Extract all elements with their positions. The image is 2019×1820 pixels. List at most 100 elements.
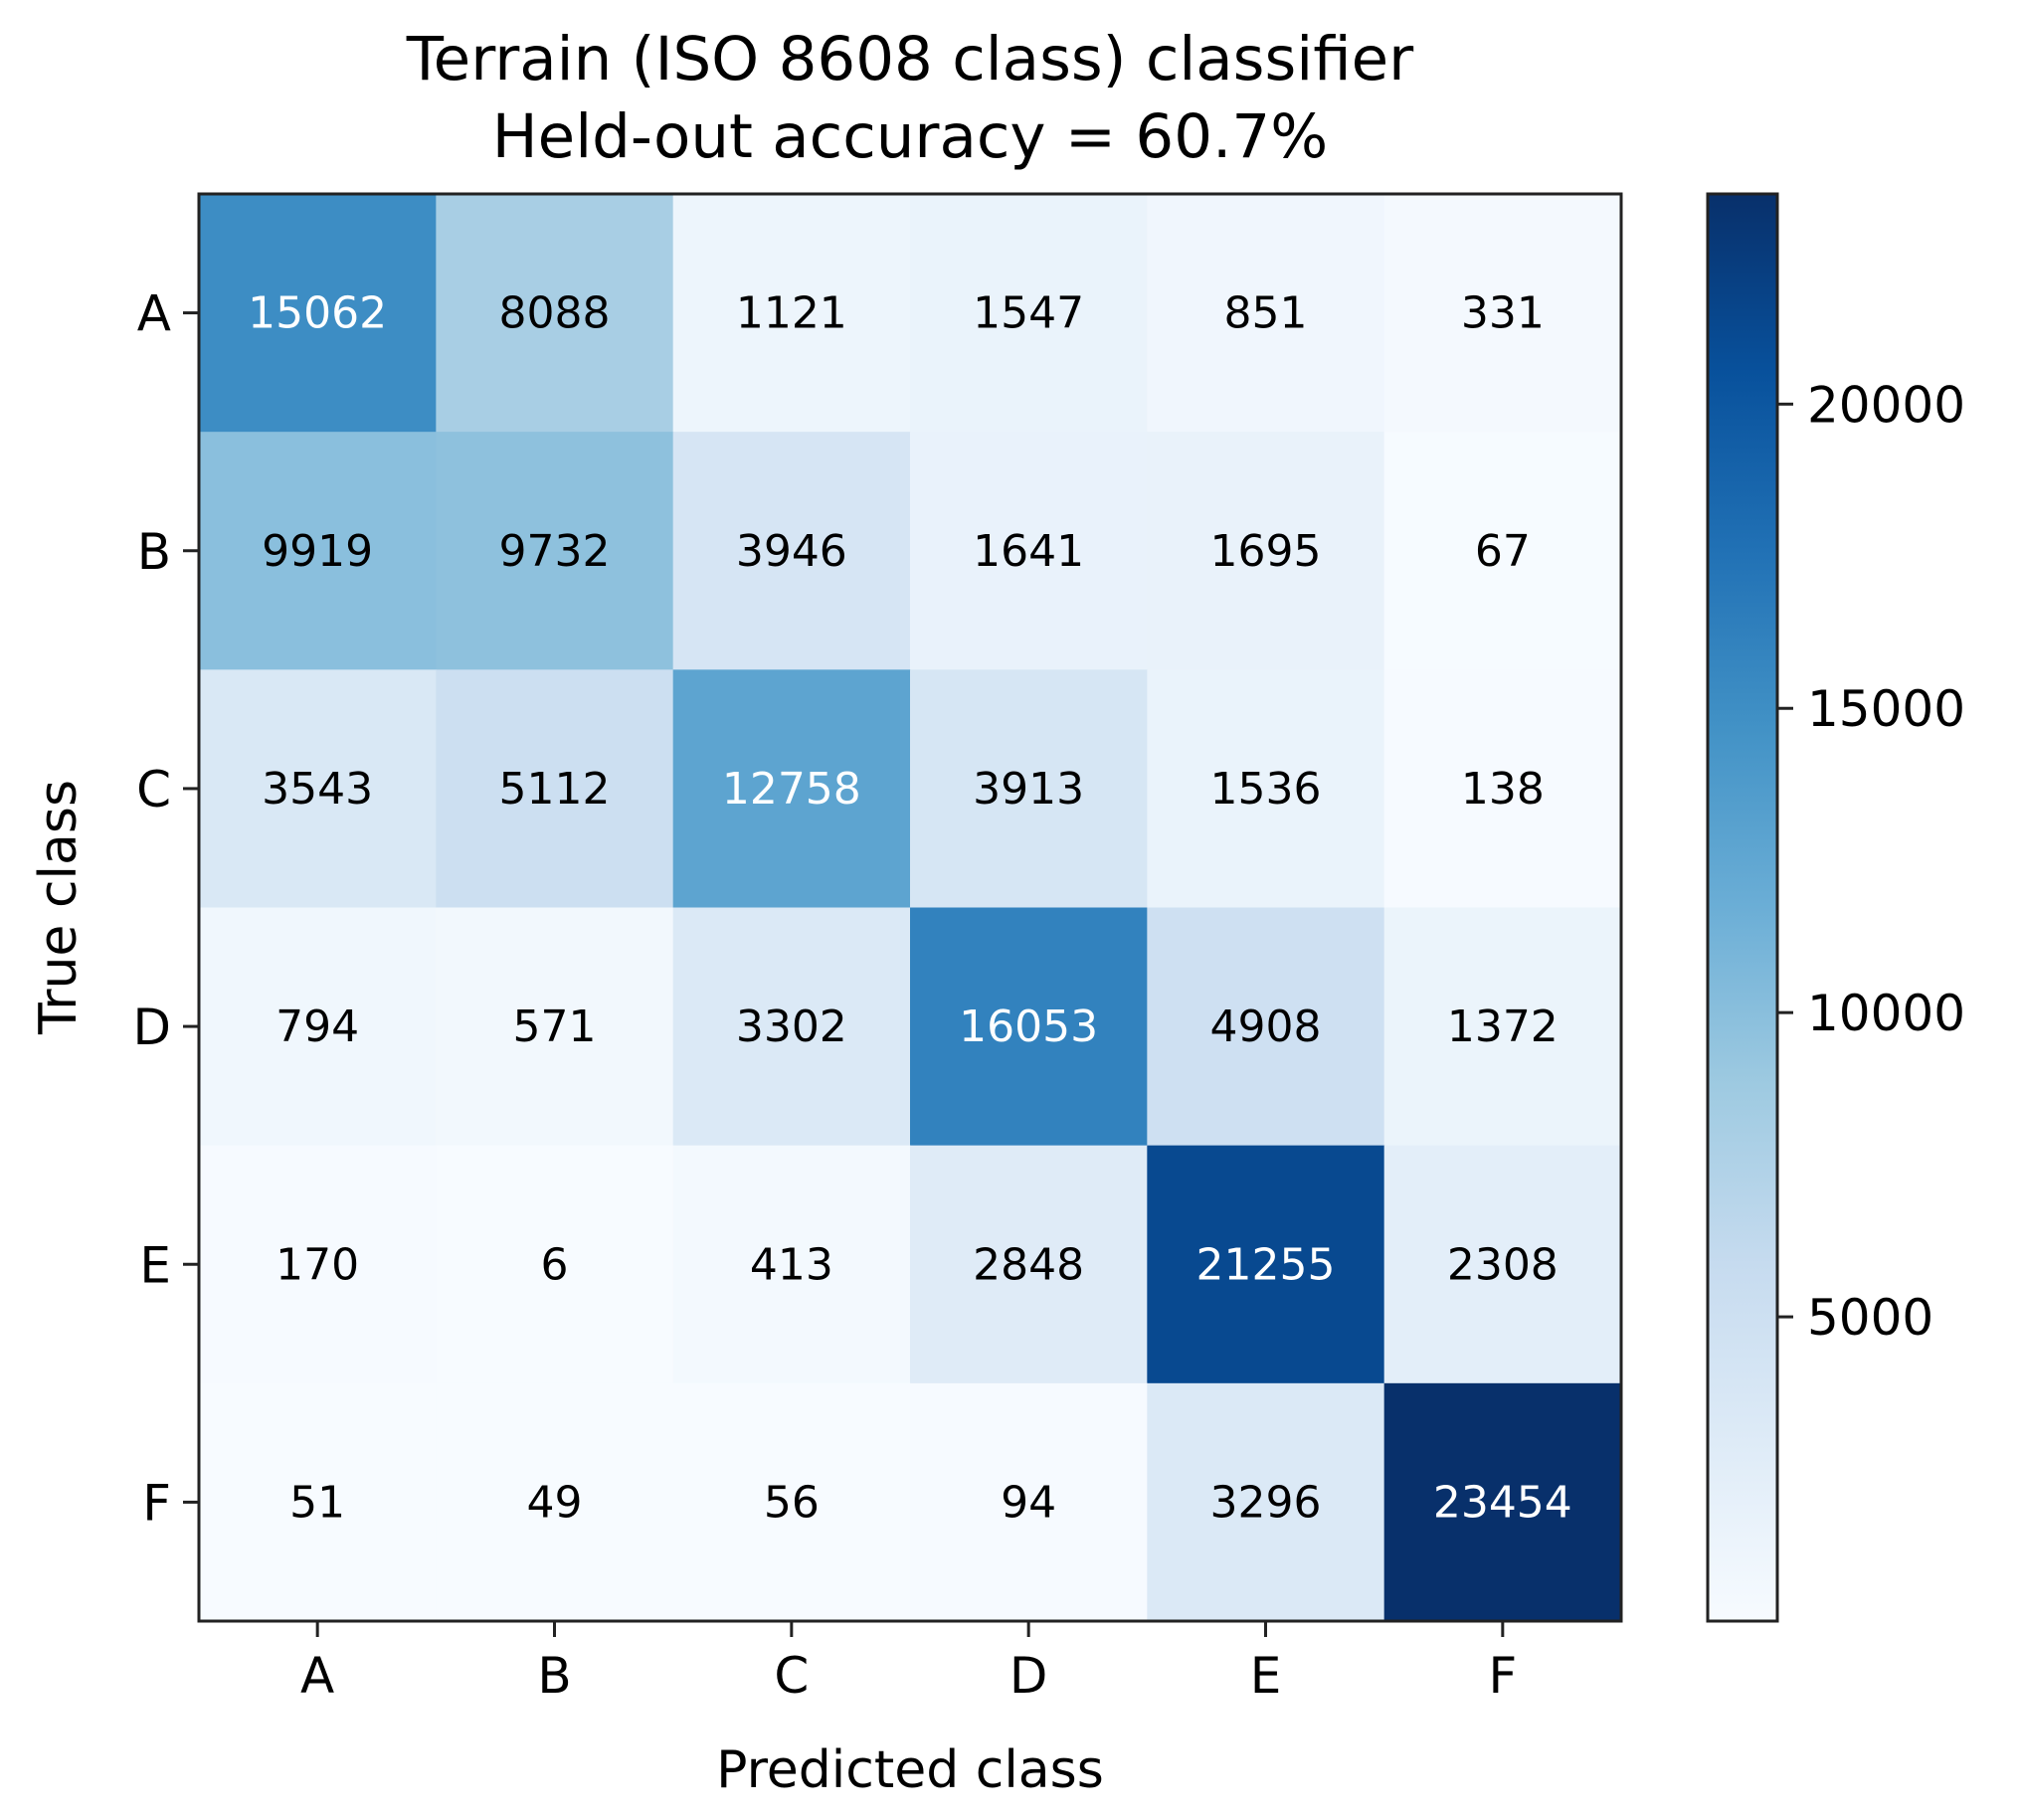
cell-B-D [910, 432, 1148, 670]
y-tick-label: B [137, 523, 171, 581]
cell-value-E-E: 21255 [1196, 1239, 1336, 1290]
cell-value-F-D: 94 [1001, 1477, 1056, 1528]
cell-D-C [672, 907, 911, 1147]
heatmap-cell-labels: 15062 8088 1121 1547 851 331 9919 9732 3946 1641 1… [248, 288, 1572, 1529]
cell-B-B [436, 432, 674, 670]
x-tick-label: C [774, 1647, 809, 1705]
cell-value-A-D: 1547 [973, 288, 1084, 339]
cell-value-B-B: 9732 [499, 526, 611, 577]
cell-value-D-D: 16053 [959, 1001, 1098, 1052]
cell-B-F [1383, 432, 1622, 670]
cell-F-C [672, 1382, 911, 1622]
cell-value-B-A: 9919 [262, 526, 373, 577]
cell-value-B-D: 1641 [973, 526, 1084, 577]
cell-value-E-B: 6 [541, 1239, 569, 1290]
cell-value-A-F: 331 [1461, 288, 1545, 339]
chart-title: Terrain (ISO 8608 class) classifier [406, 24, 1414, 94]
cell-value-C-E: 1536 [1210, 764, 1322, 815]
cell-value-B-F: 67 [1475, 526, 1531, 577]
y-tick-label: A [137, 285, 171, 343]
y-tick-label: F [142, 1474, 171, 1532]
cell-value-C-C: 12758 [722, 764, 861, 815]
y-axis-label: True class [29, 780, 89, 1035]
cell-value-A-A: 15062 [248, 288, 387, 339]
cell-F-B [436, 1382, 674, 1622]
cell-C-A [199, 669, 437, 909]
cell-value-E-F: 2308 [1447, 1239, 1559, 1290]
cell-B-E [1147, 432, 1385, 670]
cell-value-A-B: 8088 [499, 288, 611, 339]
cell-C-B [436, 669, 674, 909]
cell-value-D-A: 794 [275, 1001, 359, 1052]
cell-A-B [436, 194, 674, 433]
x-tick-label: D [1010, 1647, 1048, 1705]
cell-value-D-B: 571 [513, 1001, 597, 1052]
cell-A-F [1383, 194, 1622, 433]
cell-value-F-F: 23454 [1433, 1477, 1572, 1528]
cell-value-D-F: 1372 [1447, 1001, 1559, 1052]
cell-D-D [910, 907, 1148, 1147]
cell-C-E [1147, 669, 1385, 909]
cell-A-A [199, 194, 437, 433]
cell-E-C [672, 1145, 911, 1384]
colorbar [1706, 192, 1779, 1623]
cell-B-A [199, 432, 437, 670]
colorbar-tick-label: 10000 [1807, 985, 1965, 1042]
cell-A-D [910, 194, 1148, 433]
x-tick-label: F [1488, 1647, 1517, 1705]
cell-E-F [1383, 1145, 1622, 1384]
cell-A-E [1147, 194, 1385, 433]
x-axis-ticks: A B C D E F [300, 1621, 1517, 1705]
colorbar-tick-label: 5000 [1807, 1289, 1933, 1347]
cell-value-F-C: 56 [764, 1477, 820, 1528]
cell-E-A [199, 1145, 437, 1384]
cell-C-D [910, 669, 1148, 909]
cell-D-E [1147, 907, 1385, 1147]
cell-F-E [1147, 1382, 1385, 1622]
cell-D-F [1383, 907, 1622, 1147]
cell-F-A [199, 1382, 437, 1622]
cell-value-E-D: 2848 [973, 1239, 1084, 1290]
x-tick-label: E [1250, 1647, 1282, 1705]
chart-subtitle: Held-out accuracy = 60.7% [492, 101, 1328, 172]
cell-D-B [436, 907, 674, 1147]
y-tick-label: C [136, 761, 171, 819]
colorbar-ticks: 5000 10000 15000 20000 [1777, 376, 1965, 1347]
cell-value-A-C: 1121 [736, 288, 847, 339]
cell-value-A-E: 851 [1224, 288, 1308, 339]
cell-value-B-E: 1695 [1210, 526, 1322, 577]
cell-value-D-E: 4908 [1210, 1001, 1322, 1052]
cell-value-F-B: 49 [527, 1477, 583, 1528]
cell-value-D-C: 3302 [736, 1001, 847, 1052]
cell-E-E [1147, 1145, 1385, 1384]
cell-E-B [436, 1145, 674, 1384]
cell-value-E-C: 413 [750, 1239, 833, 1290]
cell-value-C-F: 138 [1461, 764, 1545, 815]
cell-C-C [672, 669, 911, 909]
colorbar-tick-label: 20000 [1807, 376, 1965, 434]
cell-F-D [910, 1382, 1148, 1622]
y-axis-ticks: A B C D E F [132, 285, 199, 1532]
colorbar-tick-label: 15000 [1807, 680, 1965, 738]
heatmap-cells [199, 194, 1622, 1622]
cell-C-F [1383, 669, 1622, 909]
cell-F-F [1383, 1382, 1622, 1622]
cell-value-C-D: 3913 [973, 764, 1084, 815]
cell-D-A [199, 907, 437, 1147]
cell-value-C-B: 5112 [499, 764, 611, 815]
cell-E-D [910, 1145, 1148, 1384]
x-axis-label: Predicted class [716, 1740, 1104, 1800]
plot-frame [197, 192, 1623, 1623]
x-tick-label: B [537, 1647, 571, 1705]
cell-value-B-C: 3946 [736, 526, 847, 577]
y-tick-label: E [139, 1236, 171, 1294]
cell-B-C [672, 432, 911, 670]
cell-value-C-A: 3543 [262, 764, 373, 815]
y-tick-label: D [132, 999, 171, 1056]
cell-value-F-E: 3296 [1210, 1477, 1322, 1528]
cell-A-C [672, 194, 911, 433]
cell-value-F-A: 51 [289, 1477, 345, 1528]
cell-value-E-A: 170 [275, 1239, 359, 1290]
x-tick-label: A [300, 1647, 334, 1705]
